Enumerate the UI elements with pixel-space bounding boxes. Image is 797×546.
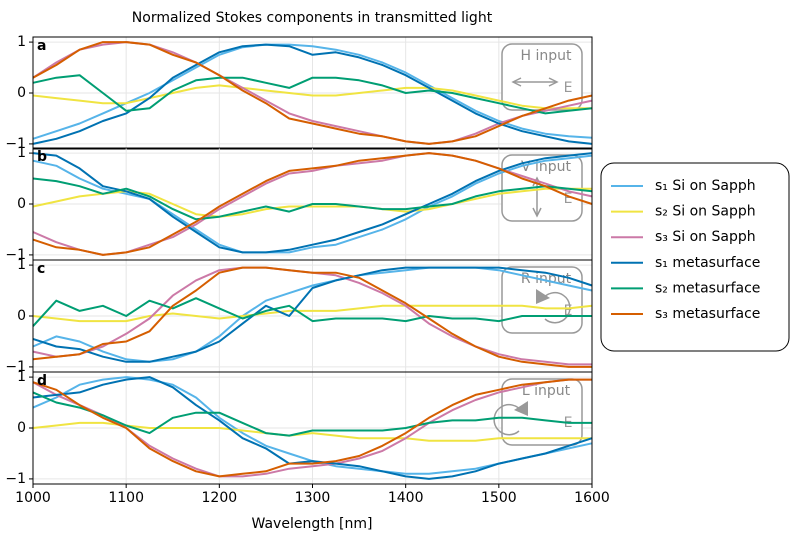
input-inset: H input E: [501, 43, 583, 111]
y-tick-label: 1: [17, 257, 26, 273]
x-tick-label: 1600: [574, 490, 610, 506]
series-line: [32, 297, 592, 327]
x-axis-label: Wavelength [nm]: [252, 516, 373, 532]
input-label: H input: [521, 48, 573, 64]
chart-title: Normalized Stokes components in transmit…: [132, 10, 493, 26]
y-tick-label: −1: [5, 359, 26, 375]
series-line: [32, 266, 592, 368]
y-tick-label: −1: [5, 471, 26, 487]
x-tick-label: 1500: [481, 490, 517, 506]
legend-label: s₂ Si on Sapph: [655, 204, 756, 220]
series-line: [32, 84, 592, 110]
x-tick-label: 1000: [15, 490, 51, 506]
y-tick-label: 0: [17, 196, 26, 212]
legend-label: s₂ metasurface: [655, 280, 760, 296]
panel-label: a: [37, 38, 46, 54]
field-label: E: [564, 191, 573, 207]
panel-label: c: [37, 261, 45, 277]
series-line: [32, 376, 593, 480]
series-line: [32, 266, 593, 363]
y-tick-label: 1: [17, 34, 26, 50]
y-tick-label: 0: [17, 420, 26, 436]
y-tick-label: 0: [17, 308, 26, 324]
series-line: [32, 304, 593, 323]
polarization-icon: [511, 77, 559, 87]
x-tick-label: 1200: [202, 490, 238, 506]
series-line: [32, 177, 593, 221]
series-line: [32, 152, 593, 256]
legend-box: [600, 162, 790, 352]
arrowhead: [536, 289, 550, 304]
y-tick-label: −1: [5, 136, 26, 152]
plot-frame: [32, 371, 593, 485]
x-tick-label: 1400: [388, 490, 424, 506]
y-tick-label: −1: [5, 247, 26, 263]
field-label: E: [564, 303, 573, 319]
series-line: [32, 43, 593, 145]
series-line: [32, 378, 592, 478]
series-line: [32, 266, 593, 363]
series-line: [32, 154, 593, 254]
input-label: L input: [522, 383, 571, 399]
inset-box: [501, 378, 583, 446]
legend-label: s₁ metasurface: [655, 255, 760, 271]
y-tick-label: 0: [17, 85, 26, 101]
x-tick-label: 1100: [108, 490, 144, 506]
arrowhead: [514, 401, 528, 416]
panel-label: d: [37, 373, 47, 389]
series-line: [32, 391, 592, 437]
arrowhead: [511, 77, 559, 87]
series-line: [32, 152, 593, 254]
series-line: [32, 74, 593, 115]
y-tick-label: 1: [17, 369, 26, 385]
series-line: [32, 41, 593, 145]
panel-label: b: [37, 149, 47, 165]
x-tick-label: 1300: [295, 490, 331, 506]
y-tick-label: 1: [17, 145, 26, 161]
legend-label: s₁ Si on Sapph: [655, 178, 756, 194]
arc: [541, 291, 571, 324]
legend-label: s₃ metasurface: [655, 306, 760, 322]
field-label: E: [564, 80, 573, 96]
legend-label: s₃ Si on Sapph: [655, 229, 756, 245]
polarization-icon: [536, 289, 571, 324]
